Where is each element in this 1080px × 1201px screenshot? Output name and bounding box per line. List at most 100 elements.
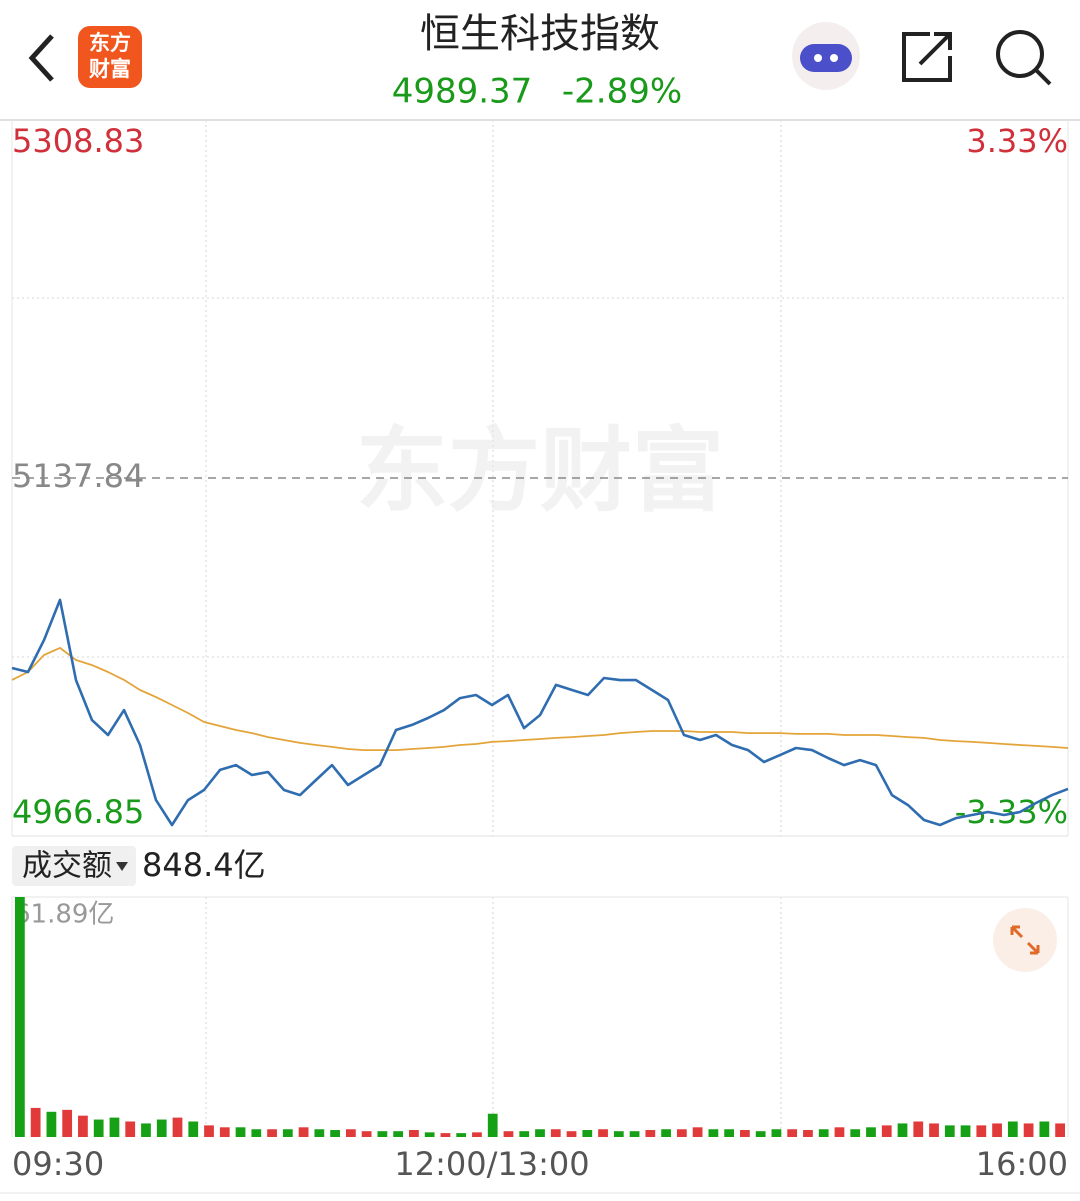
volume-bar <box>472 1132 482 1137</box>
logo-text: 财富 <box>89 57 131 81</box>
y-tick-label: 61.89亿 <box>14 900 114 930</box>
volume-bar <box>377 1131 388 1137</box>
volume-bar <box>708 1129 719 1137</box>
volume-bar <box>992 1123 1002 1137</box>
volume-bar <box>46 1111 57 1137</box>
y-tick-label: 4966.85 <box>12 793 144 831</box>
volume-bar <box>787 1129 798 1137</box>
volume-bar <box>881 1125 892 1137</box>
volume-bar <box>1007 1121 1018 1137</box>
volume-bar <box>676 1129 687 1137</box>
volume-bar <box>818 1129 829 1137</box>
grid <box>12 120 1068 1137</box>
selector-label: 成交额 <box>22 849 112 884</box>
search-handle <box>1034 68 1052 86</box>
volume-bar <box>93 1119 104 1137</box>
volume-bar <box>409 1130 419 1137</box>
volume-bar <box>550 1129 561 1137</box>
volume-bar <box>598 1129 608 1137</box>
logo[interactable] <box>78 26 142 88</box>
volume-bar <box>755 1131 766 1137</box>
volume-total: 848.4亿 <box>142 846 266 884</box>
volume-bar <box>487 1113 498 1137</box>
volume-bar <box>282 1129 293 1137</box>
volume-bar <box>30 1107 41 1137</box>
volume-bar <box>188 1121 199 1137</box>
volume-bar <box>78 1115 88 1137</box>
volume-bar <box>629 1131 640 1137</box>
expand-button[interactable] <box>993 908 1057 972</box>
volume-bar <box>15 897 25 1137</box>
search-button[interactable] <box>996 30 1044 78</box>
volume-bar <box>850 1129 861 1137</box>
volume-bar <box>393 1131 404 1137</box>
volume-bar <box>897 1123 908 1137</box>
volume-bar <box>866 1127 876 1137</box>
volume-bar <box>1023 1123 1034 1137</box>
volume-bar <box>440 1133 451 1137</box>
y-tick-label: 5308.83 <box>12 122 144 160</box>
volume-bar <box>219 1127 230 1137</box>
price-line <box>11 598 1069 827</box>
volume-bar <box>251 1129 262 1137</box>
volume-bar <box>929 1123 939 1137</box>
volume-bar <box>345 1129 356 1137</box>
volume-bar <box>976 1125 987 1137</box>
volume-bar <box>1055 1123 1065 1137</box>
expand-icon <box>1010 925 1040 955</box>
y2-tick-label: -3.33% <box>955 793 1068 831</box>
volume-bar <box>330 1130 340 1137</box>
volume-bar <box>141 1123 151 1137</box>
volume-bar <box>361 1131 372 1137</box>
volume-bar <box>109 1117 120 1137</box>
x-tick-label: 09:30 <box>12 1145 104 1183</box>
assistant-face <box>800 44 852 72</box>
volume-bar <box>314 1129 325 1137</box>
volume-bar <box>298 1127 309 1137</box>
volume-bar <box>456 1133 467 1137</box>
volume-bar <box>503 1131 514 1137</box>
title: 恒生科技指数 <box>420 11 660 57</box>
watermark: 东方财富 <box>356 417 724 524</box>
volume-bar <box>566 1131 577 1137</box>
volume-bar <box>803 1130 813 1137</box>
volume-bar <box>834 1127 845 1137</box>
volume-bar <box>645 1130 656 1137</box>
assistant-eye <box>830 54 838 62</box>
y2-tick-label: 3.33% <box>966 122 1068 160</box>
selector[interactable] <box>12 846 136 886</box>
logo-text: 东方 <box>89 31 131 55</box>
volume-bar <box>156 1119 167 1137</box>
volume-bar <box>724 1129 735 1137</box>
price-line <box>11 647 1069 751</box>
x-tick-label: 16:00 <box>976 1145 1068 1183</box>
volume-bar <box>771 1129 782 1137</box>
volume-bar <box>62 1109 73 1137</box>
selector-arrow <box>116 862 128 871</box>
volume-bar <box>535 1129 545 1137</box>
volume-bar <box>960 1125 971 1137</box>
volume-bar <box>913 1121 924 1137</box>
volume-bar <box>692 1127 703 1137</box>
volume-bar <box>172 1117 183 1137</box>
volume-bar <box>1039 1121 1050 1137</box>
assistant-eye <box>814 54 822 62</box>
back-button[interactable] <box>28 34 54 82</box>
volume-bar <box>944 1125 955 1137</box>
change: -2.89% <box>562 72 682 112</box>
volume-bar <box>424 1132 435 1137</box>
volume-bar <box>235 1127 246 1137</box>
volume-bar <box>613 1131 624 1137</box>
price: 4989.37 <box>392 72 533 112</box>
x-tick-label: 12:00/13:00 <box>394 1145 589 1183</box>
volume-bar <box>267 1129 277 1137</box>
volume-bar <box>519 1131 530 1137</box>
volume-bar <box>125 1121 136 1137</box>
volume-bar <box>204 1125 214 1137</box>
share-button[interactable] <box>902 32 952 82</box>
volume-bar <box>582 1130 593 1137</box>
volume-bar <box>661 1129 671 1137</box>
